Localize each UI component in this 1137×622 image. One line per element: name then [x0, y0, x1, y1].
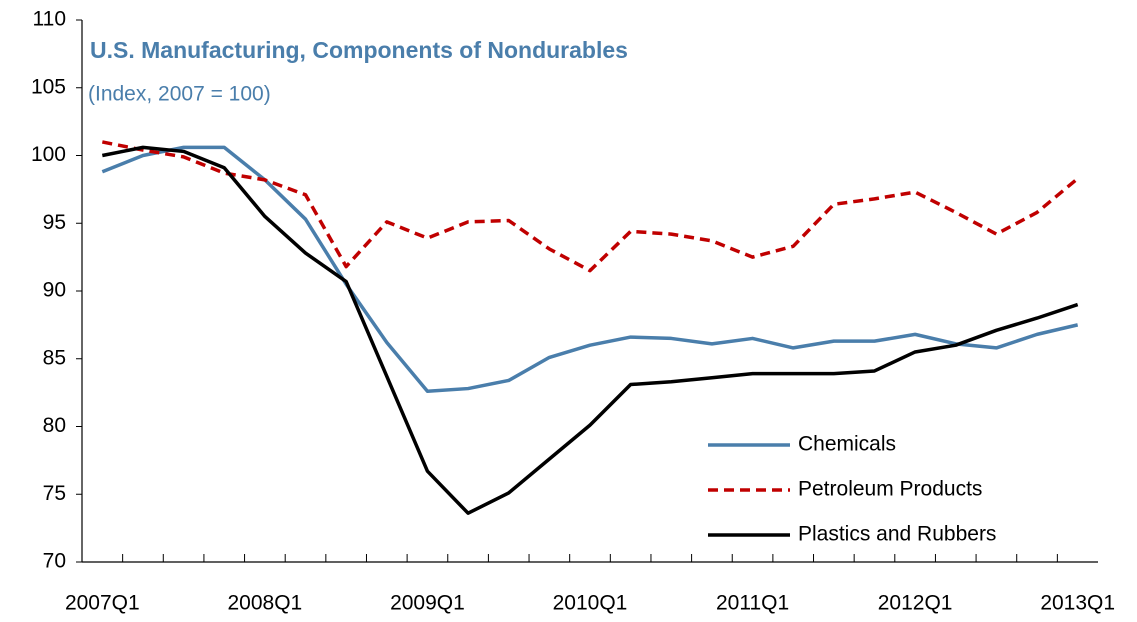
legend-label: Plastics and Rubbers	[798, 523, 996, 546]
x-tick-label: 2007Q1	[65, 592, 140, 615]
x-tick-label: 2010Q1	[553, 592, 628, 615]
x-tick-label: 2008Q1	[228, 592, 303, 615]
x-tick-label: 2011Q1	[716, 592, 789, 615]
y-tick-label: 90	[43, 279, 66, 302]
legend-label: Petroleum Products	[798, 478, 982, 501]
y-tick-label: 80	[43, 414, 66, 437]
y-tick-label: 100	[31, 143, 66, 166]
y-tick-label: 105	[31, 75, 66, 98]
y-tick-label: 70	[43, 550, 66, 573]
y-tick-label: 95	[43, 211, 66, 234]
x-tick-label: 2009Q1	[390, 592, 465, 615]
series-line	[101, 145, 1079, 515]
y-tick-label: 110	[33, 8, 66, 31]
legend-label: Chemicals	[798, 433, 896, 456]
chart-title: U.S. Manufacturing, Components of Nondur…	[90, 37, 628, 63]
x-tick-label: 2012Q1	[878, 592, 953, 615]
chart-subtitle: (Index, 2007 = 100)	[88, 83, 271, 106]
y-tick-label: 75	[43, 482, 66, 505]
x-tick-label: 2013Q1	[1040, 592, 1115, 615]
series-line	[101, 140, 1079, 273]
y-tick-label: 85	[43, 346, 66, 369]
